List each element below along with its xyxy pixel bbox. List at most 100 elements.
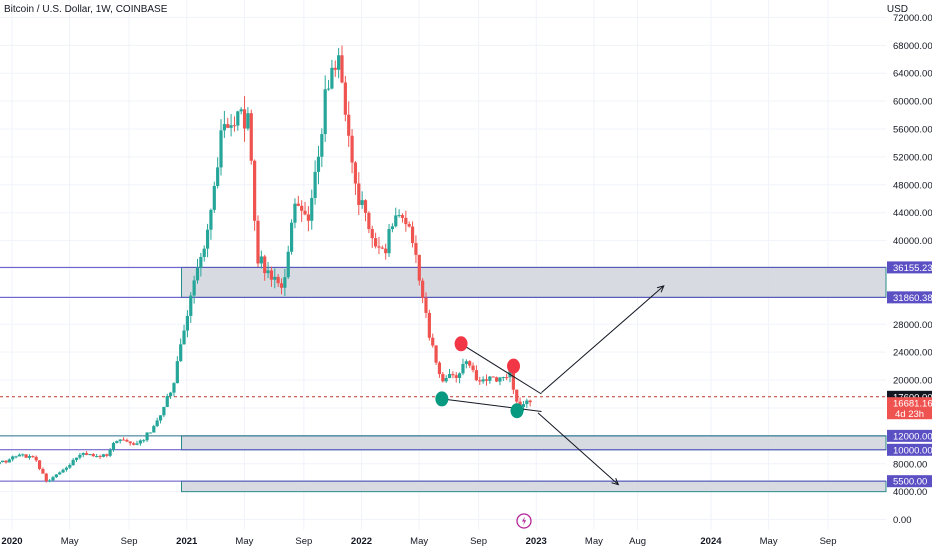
candle-body (360, 200, 364, 205)
candle-body (169, 392, 173, 397)
time-tick-label: 2022 (351, 536, 372, 547)
candle-body (195, 267, 200, 281)
badge-10000-label: 10000.00 (893, 445, 932, 456)
price-tick-label: 4000.00 (893, 487, 927, 498)
candle-body (222, 124, 226, 131)
price-tick-label: 56000.00 (893, 125, 932, 136)
candle-body (491, 376, 495, 378)
candle-body (98, 456, 102, 458)
candle-body (283, 277, 287, 288)
candle-body (14, 456, 18, 458)
drawings (435, 285, 665, 486)
candle-body (246, 113, 250, 129)
price-tick-label: 64000.00 (893, 69, 932, 80)
lightning-icon[interactable] (516, 513, 532, 529)
candle-body (155, 420, 159, 427)
candle-body (27, 456, 32, 458)
candle-body (494, 377, 499, 382)
candle-body (242, 109, 247, 129)
price-tick-label: 40000.00 (893, 236, 932, 247)
candle-body (458, 373, 462, 378)
wedge-top (460, 343, 542, 395)
lightning-icon-bolt (521, 516, 527, 526)
candle-body (128, 441, 132, 444)
candle-body (340, 55, 344, 83)
chart-title: Bitcoin / U.S. Dollar, 1W, COINBASE (4, 4, 168, 15)
candle-body (474, 370, 479, 381)
candle-body (528, 400, 532, 403)
candle-body (253, 160, 257, 221)
candle-body (91, 454, 95, 457)
price-tick-label: 44000.00 (893, 208, 932, 219)
candle-body (95, 456, 99, 458)
candle-body (71, 459, 75, 465)
candle-body (31, 456, 35, 458)
candle-body (367, 212, 371, 230)
candle-body (313, 171, 317, 198)
red-dot-1 (454, 336, 468, 352)
candle-body (481, 379, 485, 382)
candle-body (121, 439, 126, 441)
candle-body (229, 125, 233, 128)
candle-body (454, 375, 458, 378)
candle-body (350, 135, 354, 163)
candle-body (357, 183, 361, 205)
candle-body (11, 456, 15, 460)
candle-body (263, 256, 267, 274)
candle-body (293, 203, 297, 223)
candle-body (276, 276, 280, 284)
candle-body (404, 217, 408, 225)
time-tick-label: May (235, 536, 253, 547)
wedge-bottom (441, 398, 542, 412)
candle-body (316, 156, 321, 172)
candle-body (81, 453, 85, 455)
badge-36155-label: 36155.23 (893, 263, 932, 274)
badge-current-countdown: 4d 23h (895, 409, 924, 420)
candle-body (138, 440, 142, 444)
candles (0, 45, 532, 483)
time-axis[interactable]: 2020 May Sep 2021 May Sep 2022 May Sep 2023 May Aug… (1, 536, 836, 547)
candle-body (353, 162, 358, 184)
arrow-up (541, 285, 665, 393)
candle-body (111, 442, 116, 450)
candle-body (259, 256, 263, 264)
badge-36155 (887, 261, 932, 274)
candle-body (175, 361, 179, 384)
candle-body (468, 361, 472, 366)
candle-body (41, 468, 45, 474)
candle-body (85, 453, 89, 455)
price-tick-label: 8000.00 (893, 459, 927, 470)
candle-body (152, 426, 156, 433)
candle-body (363, 200, 368, 213)
candle-body (202, 248, 206, 257)
candle-body (501, 377, 505, 379)
candle-body (74, 457, 79, 460)
candle-body (212, 186, 216, 210)
price-tick-label: 20000.00 (893, 376, 932, 387)
candle-body (511, 369, 515, 390)
candle-body (370, 229, 374, 239)
candle-body (397, 215, 401, 217)
candle-body (182, 330, 186, 345)
candle-body (447, 374, 452, 379)
candle-body (101, 454, 106, 457)
time-tick-label: May (61, 536, 79, 547)
candle-body (444, 378, 448, 382)
price-tick-label: 72000.00 (893, 13, 932, 24)
candle-body (0, 460, 5, 463)
candle-body (380, 247, 384, 249)
time-tick-label: Sep (121, 536, 138, 547)
arrow-up-head (656, 285, 665, 293)
candle-body (279, 283, 284, 288)
candle-body (7, 459, 11, 463)
candle-body (78, 454, 82, 458)
candle-body (508, 369, 512, 378)
candle-body (145, 432, 149, 441)
candle-body (179, 344, 183, 362)
candle-body (414, 243, 418, 255)
candle-body (37, 460, 42, 469)
price-tick-label: 24000.00 (893, 348, 932, 359)
candle-body (515, 389, 519, 402)
candle-body (471, 365, 475, 371)
candle-body (377, 246, 381, 248)
